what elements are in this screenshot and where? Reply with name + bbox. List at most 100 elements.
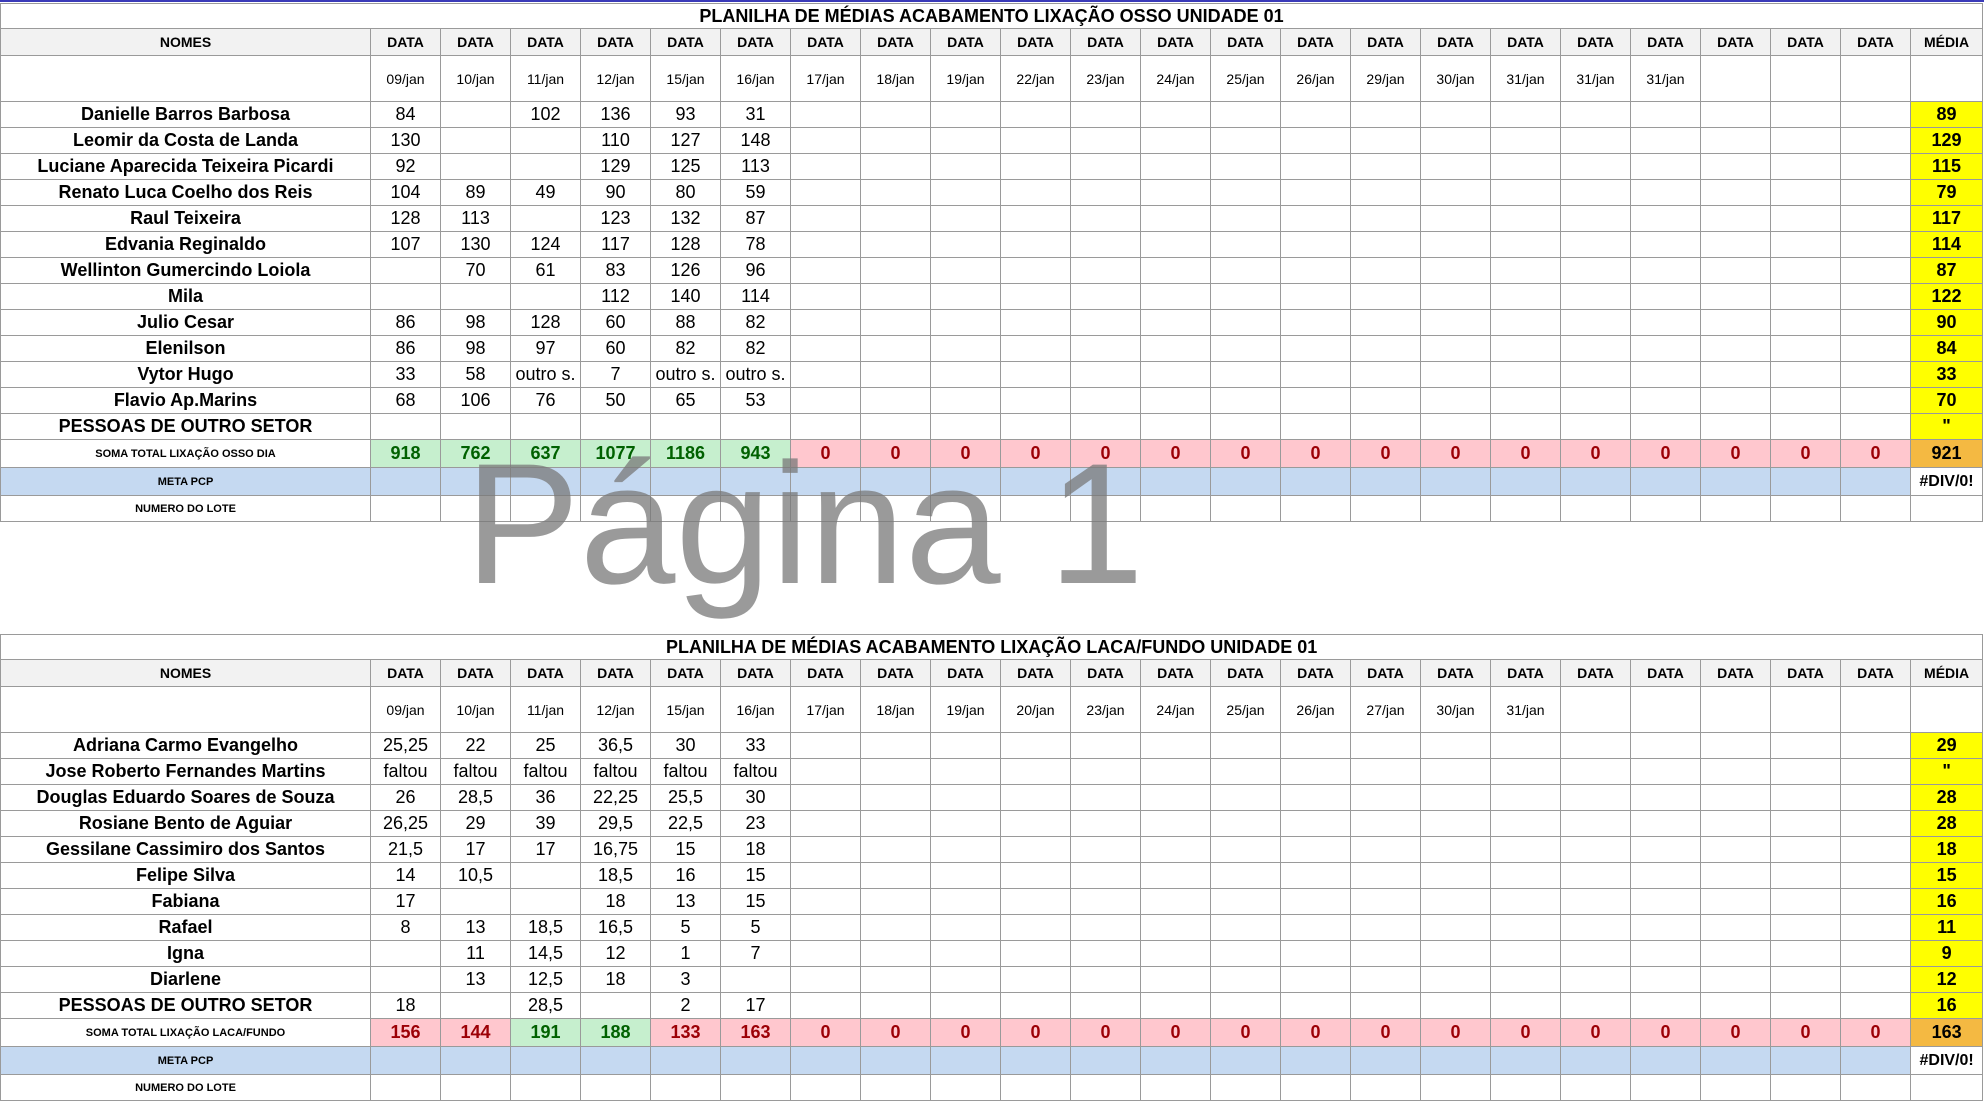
value-cell[interactable] (1560, 205, 1631, 232)
average-cell[interactable]: 28 (1909, 784, 1984, 811)
value-cell[interactable] (1070, 784, 1141, 811)
value-cell[interactable] (1840, 127, 1911, 154)
header-date[interactable]: DATA (930, 28, 1001, 56)
lote-cell[interactable] (1630, 1074, 1701, 1101)
value-cell[interactable] (1350, 966, 1421, 993)
value-cell[interactable] (930, 413, 1001, 440)
value-cell[interactable] (1630, 179, 1701, 206)
lote-label-cell[interactable]: NUMERO DO LOTE (0, 495, 371, 522)
value-cell[interactable] (1000, 153, 1071, 180)
average-cell[interactable]: 15 (1909, 862, 1984, 889)
value-cell[interactable] (1420, 101, 1491, 128)
header-date[interactable]: DATA (860, 28, 931, 56)
sum-cell[interactable]: 0 (1700, 439, 1771, 468)
value-cell[interactable] (1000, 127, 1071, 154)
value-cell[interactable] (1210, 836, 1281, 863)
value-cell[interactable] (1140, 758, 1211, 785)
value-cell[interactable] (1420, 387, 1491, 414)
lote-cell[interactable] (1560, 495, 1631, 522)
value-cell[interactable] (1280, 758, 1351, 785)
value-cell[interactable] (790, 413, 861, 440)
dates-name-cell[interactable] (0, 686, 371, 733)
lote-cell[interactable] (1700, 1074, 1771, 1101)
employee-name-cell[interactable]: PESSOAS DE OUTRO SETOR (0, 413, 371, 440)
lote-cell[interactable] (370, 1074, 441, 1101)
value-cell[interactable] (1630, 283, 1701, 310)
value-cell[interactable] (790, 127, 861, 154)
meta-cell[interactable] (1420, 467, 1491, 496)
value-cell[interactable] (1140, 361, 1211, 388)
value-cell[interactable] (1070, 335, 1141, 362)
value-cell[interactable] (1840, 966, 1911, 993)
dates-name-cell[interactable] (0, 55, 371, 102)
value-cell[interactable] (1700, 257, 1771, 284)
value-cell[interactable] (1140, 992, 1211, 1019)
value-cell[interactable]: 80 (650, 179, 721, 206)
value-cell[interactable] (1070, 361, 1141, 388)
value-cell[interactable] (1350, 127, 1421, 154)
meta-cell[interactable] (1000, 1046, 1071, 1075)
value-cell[interactable] (1280, 101, 1351, 128)
value-cell[interactable] (1560, 758, 1631, 785)
value-cell[interactable] (1140, 127, 1211, 154)
date-cell[interactable]: 31/jan (1490, 55, 1561, 102)
header-date[interactable]: DATA (1140, 659, 1211, 687)
value-cell[interactable] (1070, 283, 1141, 310)
value-cell[interactable] (1630, 940, 1701, 967)
value-cell[interactable] (1140, 940, 1211, 967)
date-cell[interactable]: 26/jan (1280, 686, 1351, 733)
value-cell[interactable] (1420, 810, 1491, 837)
sum-cell[interactable]: 0 (1630, 439, 1701, 468)
value-cell[interactable] (860, 810, 931, 837)
employee-name-cell[interactable]: Gessilane Cassimiro dos Santos (0, 836, 371, 863)
value-cell[interactable] (1000, 101, 1071, 128)
value-cell[interactable] (1700, 413, 1771, 440)
value-cell[interactable]: 128 (510, 309, 581, 336)
value-cell[interactable]: 90 (580, 179, 651, 206)
value-cell[interactable]: 132 (650, 205, 721, 232)
value-cell[interactable] (1840, 732, 1911, 759)
date-cell[interactable]: 23/jan (1070, 686, 1141, 733)
value-cell[interactable] (1770, 283, 1841, 310)
meta-cell[interactable] (580, 1046, 651, 1075)
value-cell[interactable] (1840, 257, 1911, 284)
value-cell[interactable] (1210, 335, 1281, 362)
value-cell[interactable]: faltou (580, 758, 651, 785)
value-cell[interactable] (1490, 205, 1561, 232)
value-cell[interactable]: 59 (720, 179, 791, 206)
value-cell[interactable]: 18 (580, 966, 651, 993)
date-cell[interactable] (1700, 55, 1771, 102)
employee-name-cell[interactable]: Diarlene (0, 966, 371, 993)
value-cell[interactable] (1350, 179, 1421, 206)
lote-cell[interactable] (1070, 1074, 1141, 1101)
employee-name-cell[interactable]: Flavio Ap.Marins (0, 387, 371, 414)
value-cell[interactable] (370, 966, 441, 993)
employee-name-cell[interactable]: Edvania Reginaldo (0, 231, 371, 258)
sum-cell[interactable]: 133 (650, 1018, 721, 1047)
header-date[interactable]: DATA (1560, 659, 1631, 687)
value-cell[interactable] (1070, 309, 1141, 336)
meta-cell[interactable] (790, 1046, 861, 1075)
average-cell[interactable]: 29 (1909, 732, 1984, 759)
value-cell[interactable] (1070, 413, 1141, 440)
value-cell[interactable] (1000, 940, 1071, 967)
meta-cell[interactable] (1840, 467, 1911, 496)
value-cell[interactable] (1700, 862, 1771, 889)
value-cell[interactable] (510, 413, 581, 440)
header-date[interactable]: DATA (510, 28, 581, 56)
value-cell[interactable] (1070, 205, 1141, 232)
value-cell[interactable]: 78 (720, 231, 791, 258)
value-cell[interactable]: 128 (650, 231, 721, 258)
value-cell[interactable] (1840, 101, 1911, 128)
value-cell[interactable]: 130 (370, 127, 441, 154)
meta-cell[interactable] (650, 467, 721, 496)
sum-cell[interactable]: 0 (930, 439, 1001, 468)
value-cell[interactable]: 86 (370, 335, 441, 362)
value-cell[interactable]: 83 (580, 257, 651, 284)
sum-cell[interactable]: 0 (1560, 1018, 1631, 1047)
date-cell[interactable]: 31/jan (1490, 686, 1561, 733)
value-cell[interactable]: 125 (650, 153, 721, 180)
value-cell[interactable] (860, 387, 931, 414)
value-cell[interactable] (1770, 732, 1841, 759)
lote-cell[interactable] (1140, 495, 1211, 522)
